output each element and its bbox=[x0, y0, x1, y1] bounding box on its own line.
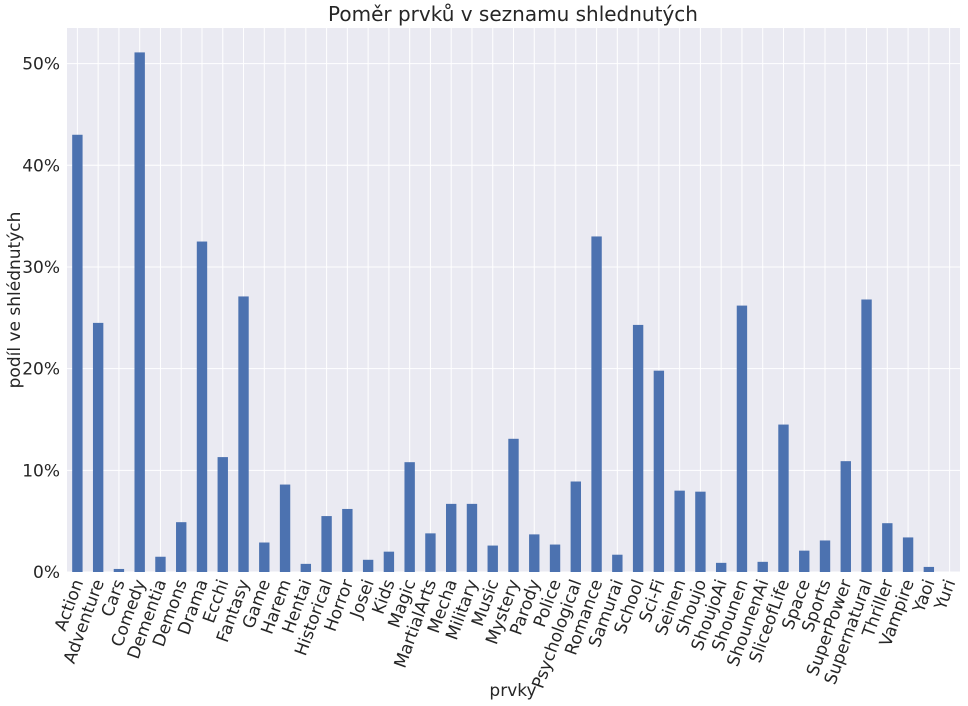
y-axis-label: podíl ve shlédnutých bbox=[5, 212, 25, 389]
bar-police bbox=[549, 544, 561, 572]
bar-action bbox=[72, 134, 83, 572]
y-tick-label: 20% bbox=[22, 360, 60, 380]
bar-cars bbox=[113, 568, 125, 572]
bar-samurai bbox=[612, 554, 623, 572]
bar-sliceoflife bbox=[778, 424, 789, 572]
y-axis-ticks: 0% 10% 20% 30% 40% 50% bbox=[22, 55, 60, 583]
bar-harem bbox=[279, 484, 291, 572]
bar-sci-fi bbox=[653, 370, 665, 572]
x-axis-ticks: ActionAdventureCarsComedyDementiaDemonsD… bbox=[51, 577, 960, 692]
bar-martialarts bbox=[425, 533, 436, 572]
bar-seinen bbox=[674, 490, 685, 572]
bar-romance bbox=[591, 236, 602, 572]
bar-shounenai bbox=[757, 561, 768, 572]
bar-kids bbox=[383, 551, 395, 572]
bar-comedy bbox=[134, 52, 145, 572]
bar-space bbox=[799, 550, 810, 572]
bar-parody bbox=[529, 534, 540, 572]
bar-mecha bbox=[446, 503, 457, 572]
bar-drama bbox=[196, 241, 208, 572]
bar-fantasy bbox=[238, 296, 249, 572]
y-tick-label: 30% bbox=[22, 258, 60, 278]
bar-school bbox=[632, 324, 644, 572]
bar-ecchi bbox=[217, 457, 228, 572]
bar-mystery bbox=[508, 438, 519, 572]
bar-superpower bbox=[840, 461, 851, 572]
bar-dementia bbox=[155, 556, 166, 572]
bar-thriller bbox=[882, 523, 893, 572]
bar-yaoi bbox=[923, 566, 935, 572]
bar-shoujo bbox=[695, 491, 706, 572]
bar-vampire bbox=[902, 537, 914, 572]
bars bbox=[72, 52, 935, 572]
bar-adventure bbox=[92, 322, 104, 572]
bar-shounen bbox=[736, 305, 748, 572]
bar-sports bbox=[819, 540, 831, 572]
bar-shoujoai bbox=[715, 562, 727, 572]
bar-psychological bbox=[570, 481, 581, 572]
bar-horror bbox=[342, 508, 353, 572]
chart-title: Poměr prvků v seznamu shlednutých bbox=[328, 2, 698, 26]
bar-supernatural bbox=[861, 299, 872, 572]
bar-music bbox=[487, 545, 498, 572]
bar-josei bbox=[362, 559, 374, 572]
bar-hentai bbox=[300, 563, 312, 572]
bar-magic bbox=[404, 462, 415, 572]
bar-historical bbox=[321, 516, 332, 572]
bar-game bbox=[259, 542, 270, 572]
x-axis-label: prvky bbox=[489, 681, 536, 701]
bar-demons bbox=[176, 522, 187, 572]
y-tick-label: 0% bbox=[33, 563, 60, 583]
bar-military bbox=[466, 503, 478, 572]
y-tick-label: 40% bbox=[22, 156, 60, 176]
y-tick-label: 50% bbox=[22, 55, 60, 75]
y-tick-label: 10% bbox=[22, 461, 60, 481]
